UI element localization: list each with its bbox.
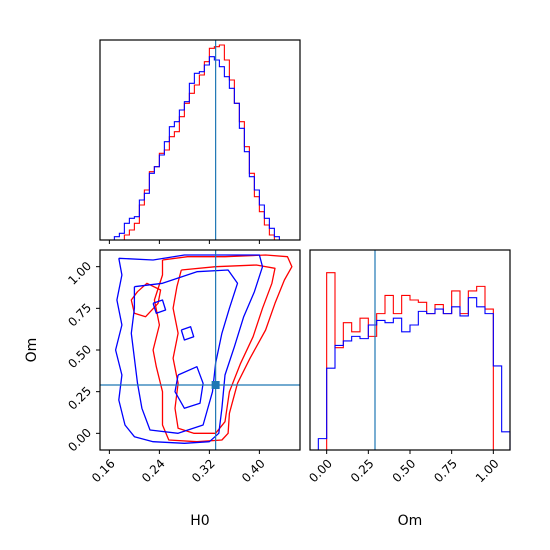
om-axis-label: Om [24,338,40,363]
contour-ytick-label-0: 0.00 [65,426,94,455]
om-marginal-histogram: 0.00 0.25 0.50 0.75 1.00 Om [306,249,511,529]
contour-series-1-level-1 [130,269,239,434]
om-marginal-axis-label: Om [398,513,423,529]
om-hist-xtick-label-2: 0.50 [390,456,419,485]
contour-ytick-label-4: 1.00 [65,259,94,288]
om-hist-frame [309,249,511,451]
contour-series-1-level-4 [180,326,195,341]
contour-frame [99,249,301,451]
h0-hist-frame [99,39,301,241]
contour-xtick-label-3: 0.40 [239,456,268,485]
contour-ytick-label-1: 0.25 [65,384,94,413]
contour-xtick-label-2: 0.32 [189,456,218,485]
contour-ytick-label-3: 0.75 [65,301,94,330]
om-hist-xtick-label-0: 0.00 [306,456,335,485]
contour-xtick-label-1: 0.24 [139,456,168,485]
om-hist-series-0-step [310,272,510,451]
contour-series-1-level-0 [114,254,264,444]
h0-om-contour-panel: 0.16 0.24 0.32 0.40 0.00 0.25 0.50 0.75 1.00 H0 Om [24,249,301,529]
om-hist-xtick-label-3: 0.75 [431,456,460,485]
contour-truth-marker [211,381,220,389]
h0-hist-series-1-step [109,56,285,241]
om-hist-xtick-label-1: 0.25 [348,456,377,485]
contour-ytick-label-2: 0.50 [65,342,94,371]
contour-series-0-level-1 [172,264,276,434]
h0-marginal-histogram [99,39,301,244]
om-hist-series-1-step [310,297,511,451]
contour-series-1-level-2 [174,366,204,409]
h0-axis-label: H0 [190,513,209,529]
om-hist-xtick-label-4: 1.00 [473,456,502,485]
contour-series-0-level-0 [152,254,293,443]
h0-hist-series-0-step [109,44,285,241]
contour-series-1-level-3 [152,299,167,314]
contour-xtick-label-0: 0.16 [89,456,118,485]
